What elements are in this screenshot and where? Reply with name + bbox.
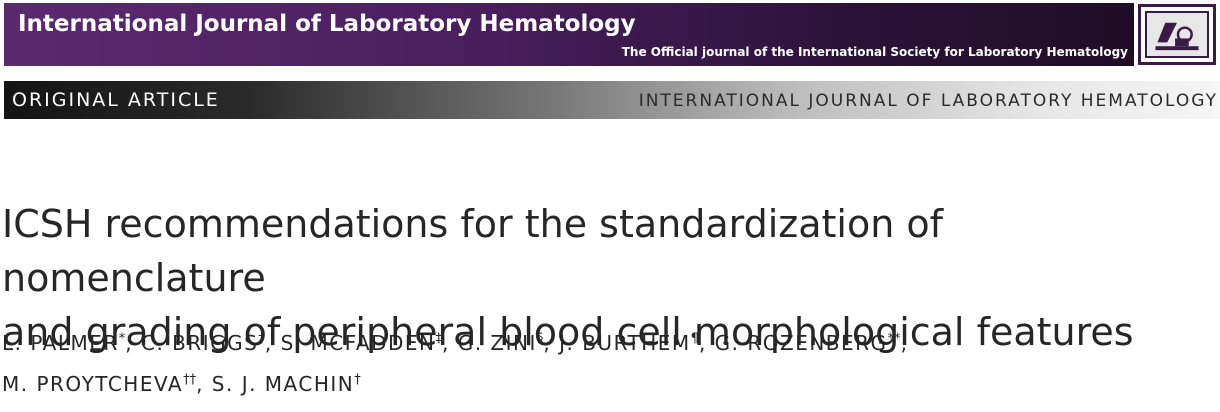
author: G. ROZENBERG**,	[714, 330, 909, 355]
author: S. J. MACHIN†	[212, 372, 361, 396]
author-name: J. BURTHEM	[559, 330, 691, 355]
affiliation-mark: *	[118, 331, 126, 346]
affiliation-mark: †	[354, 372, 361, 388]
journal-logo	[1138, 4, 1216, 65]
author-name: C. BRIGGS	[140, 330, 259, 355]
author-name: G. ROZENBERG	[714, 330, 888, 355]
affiliation-mark: †	[258, 331, 265, 346]
author-name: S. MCFADDEN	[280, 330, 436, 355]
journal-banner: International Journal of Laboratory Hema…	[4, 3, 1134, 66]
title-line-2: and grading of peripheral blood cell mor…	[2, 310, 1134, 354]
section-bar: ORIGINAL ARTICLE INTERNATIONAL JOURNAL O…	[4, 81, 1220, 119]
author: G. ZINI§,	[457, 330, 552, 355]
article-title: ICSH recommendations for the standardiza…	[2, 197, 1212, 359]
author-list: L. PALMER*, C. BRIGGS†, S. MCFADDEN‡, G.…	[2, 320, 1212, 403]
affiliation-mark: ¶	[690, 331, 699, 346]
author-name: S. J. MACHIN	[211, 372, 355, 397]
author-name: G. ZINI	[457, 330, 537, 355]
article-type-label: ORIGINAL ARTICLE	[12, 89, 220, 111]
affiliation-mark: ††	[183, 372, 197, 388]
journal-name: International Journal of Laboratory Hema…	[18, 11, 636, 37]
journal-running-head: INTERNATIONAL JOURNAL OF LABORATORY HEMA…	[638, 91, 1218, 111]
author: L. PALMER*,	[2, 330, 134, 355]
author-name: M. PROYTCHEVA	[2, 372, 184, 397]
journal-tagline: The Official journal of the Internationa…	[621, 45, 1128, 59]
author: C. BRIGGS†,	[140, 330, 273, 355]
author: M. PROYTCHEVA††,	[2, 372, 204, 397]
author: J. BURTHEM¶,	[559, 330, 707, 355]
microscope-icon	[1145, 11, 1209, 58]
affiliation-mark: **	[887, 331, 901, 346]
author-name: L. PALMER	[2, 330, 119, 355]
author: S. MCFADDEN‡,	[280, 330, 450, 355]
title-line-1: ICSH recommendations for the standardiza…	[2, 202, 944, 300]
affiliation-mark: §	[536, 331, 544, 346]
affiliation-mark: ‡	[435, 331, 442, 346]
